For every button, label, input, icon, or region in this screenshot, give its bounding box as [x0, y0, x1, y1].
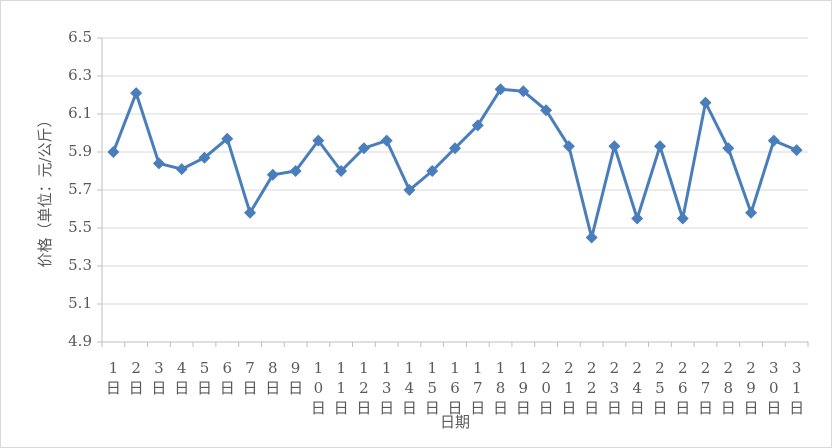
x-tick-label: 23日 [606, 359, 622, 417]
y-tick-label: 5.3 [68, 256, 92, 274]
marker [244, 206, 257, 219]
x-tick-label: 31日 [789, 359, 805, 417]
x-tick-label: 22日 [584, 359, 600, 417]
x-tick-label: 13日 [379, 359, 395, 417]
marker [562, 140, 575, 153]
x-tick-label: 28日 [720, 359, 736, 417]
marker [608, 140, 621, 153]
marker [312, 134, 325, 147]
marker [699, 96, 712, 109]
marker [722, 142, 735, 155]
marker [130, 87, 143, 100]
x-tick-label: 3日 [151, 359, 167, 397]
marker [745, 206, 758, 219]
y-axis-title: 价格（单位：元/公斤） [36, 112, 54, 267]
x-tick-label: 4日 [174, 359, 190, 397]
marker [676, 212, 689, 225]
x-tick-label: 18日 [493, 359, 509, 417]
y-tick-label: 6.5 [68, 28, 92, 46]
x-tick-label: 1日 [105, 359, 121, 397]
marker [790, 144, 803, 157]
x-tick-label: 10日 [310, 359, 326, 417]
y-tick-label: 5.1 [68, 294, 92, 312]
marker [426, 165, 439, 177]
x-tick-label: 5日 [196, 359, 212, 397]
y-tick-label: 6.1 [68, 104, 92, 122]
y-tick-label: 5.5 [68, 218, 92, 236]
marker [449, 142, 461, 155]
y-tick-label: 4.9 [68, 332, 92, 350]
marker [266, 168, 279, 181]
marker [175, 163, 188, 176]
marker [471, 119, 484, 132]
marker [403, 184, 416, 196]
x-tick-label: 14日 [401, 359, 417, 417]
y-tick-label: 6.3 [68, 66, 92, 84]
marker [198, 151, 211, 164]
x-tick-label: 8日 [265, 359, 281, 397]
x-tick-label: 19日 [515, 359, 531, 417]
x-axis-title: 日期 [440, 413, 470, 431]
x-tick-label: 6日 [219, 359, 235, 397]
x-tick-label: 29日 [743, 359, 759, 417]
marker [540, 104, 553, 117]
x-tick-label: 11日 [333, 359, 349, 417]
marker [152, 157, 165, 170]
marker [380, 134, 393, 147]
x-tick-label: 7日 [242, 359, 258, 397]
marker [653, 140, 666, 153]
x-tick-label: 24日 [629, 359, 645, 417]
y-tick-label: 5.9 [68, 142, 92, 160]
x-tick-label: 26日 [675, 359, 691, 417]
marker [585, 231, 598, 244]
x-tick-label: 2日 [128, 359, 144, 397]
marker [289, 165, 302, 177]
marker [767, 134, 780, 147]
x-tick-label: 30日 [766, 359, 782, 417]
marker [335, 165, 348, 177]
x-tick-label: 20日 [538, 359, 554, 417]
marker [221, 132, 234, 145]
x-tick-label: 21日 [561, 359, 577, 417]
x-tick-label: 12日 [356, 359, 372, 417]
x-tick-label: 9日 [288, 359, 304, 397]
x-tick-label: 17日 [470, 359, 486, 417]
x-tick-label: 25日 [652, 359, 668, 417]
x-tick-label: 15日 [424, 359, 440, 417]
marker [631, 212, 644, 225]
marker [357, 142, 370, 155]
x-tick-label: 27日 [698, 359, 714, 417]
marker [494, 83, 507, 96]
x-tick-label: 16日 [447, 359, 463, 417]
marker [107, 146, 120, 158]
y-tick-label: 5.7 [68, 180, 92, 198]
marker [517, 85, 530, 98]
